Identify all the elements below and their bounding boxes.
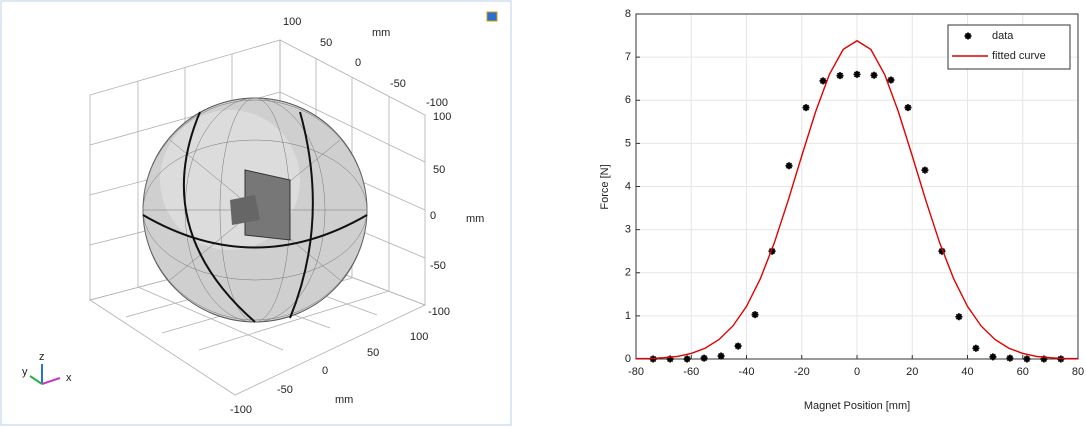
data-point [887,76,894,83]
y-tick-label: 8 [625,8,631,20]
x-tick-label: -60 [683,366,699,378]
axis-unit: mm [335,394,353,406]
axis-unit: mm [372,27,390,39]
y-tick-label: 3 [625,224,631,236]
triad-label: z [39,351,45,363]
data-point [854,71,861,78]
y-tick-label: 7 [625,51,631,63]
y-tick-label: 0 [625,353,631,365]
data-point [803,104,810,111]
data-point [1023,356,1030,363]
tick-label: 100 [283,16,301,28]
x-axis-label: Magnet Position [mm] [804,400,910,412]
triad-label: y [22,366,28,378]
x-tick-label: 40 [961,366,973,378]
data-point [701,355,708,362]
x-tick-label: 60 [1017,366,1029,378]
magnet-core [230,195,260,225]
y-tick-label: 1 [625,310,631,322]
chart: Magnet Position [mm] Force [N] 0 1 2 3 4 5 6 7 8… [520,0,1086,427]
tick-label: 50 [433,164,445,176]
y-tick-label: 2 [625,267,631,279]
tick-label: -100 [426,97,448,109]
tick-label: -50 [430,260,446,272]
x-tick-label: 20 [906,366,918,378]
tick-label: 50 [367,347,379,359]
data-point [989,353,996,360]
tick-label: 100 [410,331,428,343]
data-point [1006,355,1013,362]
data-point [955,313,962,320]
tick-label: -100 [230,404,252,416]
tick-label: 100 [433,111,451,123]
data-point [735,343,742,350]
view-icon[interactable] [487,12,497,21]
tick-label: 0 [355,57,361,69]
data-point [786,162,793,169]
y-tick-label: 6 [625,94,631,106]
axis-unit: mm [466,213,484,225]
x-tick-label: 0 [854,366,860,378]
data-point [870,72,877,79]
data-point [972,345,979,352]
x-tick-label: 80 [1072,366,1084,378]
legend-label: fitted curve [992,50,1046,62]
tick-label: 0 [322,365,328,377]
triad-label: x [66,372,72,384]
data-point [837,72,844,79]
x-tick-label: -20 [794,366,810,378]
tick-label: 0 [430,210,436,222]
y-axis-label: Force [N] [599,164,611,209]
data-point [752,311,759,318]
tick-label: 50 [320,37,332,49]
legend-label: data [992,30,1014,42]
tick-label: -100 [428,306,450,318]
x-tick-label: -80 [628,366,644,378]
tick-label: -50 [390,78,406,90]
data-point [904,104,911,111]
data-point [684,356,691,363]
data-point [921,167,928,174]
3d-view: 100 50 0 -50 -100 mm 100 50 0 -50 -100 m… [0,0,512,427]
y-tick-label: 4 [625,180,631,192]
data-point [718,352,725,359]
page: 100 50 0 -50 -100 mm 100 50 0 -50 -100 m… [0,0,1086,427]
y-tick-label: 5 [625,137,631,149]
x-tick-label: -40 [739,366,755,378]
tick-label: -50 [277,384,293,396]
legend-marker [965,33,972,40]
